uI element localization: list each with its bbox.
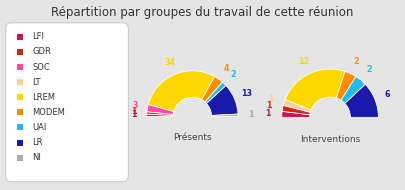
Text: 4: 4 xyxy=(223,64,229,73)
Text: 2: 2 xyxy=(367,65,372,74)
Text: LT: LT xyxy=(32,78,41,87)
Text: 1: 1 xyxy=(131,110,136,120)
Wedge shape xyxy=(211,114,238,116)
Text: 1: 1 xyxy=(131,107,137,116)
Text: UAI: UAI xyxy=(32,123,47,132)
Text: MODEM: MODEM xyxy=(32,108,65,117)
Wedge shape xyxy=(147,105,174,114)
Wedge shape xyxy=(285,69,345,110)
Text: 1: 1 xyxy=(269,94,274,103)
Wedge shape xyxy=(345,84,378,117)
FancyBboxPatch shape xyxy=(6,23,128,182)
Text: 13: 13 xyxy=(241,89,252,98)
Wedge shape xyxy=(207,86,238,116)
Text: LR: LR xyxy=(32,138,43,147)
Text: NI: NI xyxy=(32,153,41,162)
Text: LFI: LFI xyxy=(32,32,45,41)
Wedge shape xyxy=(282,111,310,117)
Text: 6: 6 xyxy=(385,90,390,99)
Text: GDR: GDR xyxy=(32,48,51,56)
Wedge shape xyxy=(205,82,226,104)
Text: LREM: LREM xyxy=(32,93,55,102)
Text: 3: 3 xyxy=(132,101,138,110)
Text: Répartition par groupes du travail de cette réunion: Répartition par groupes du travail de ce… xyxy=(51,6,354,19)
Text: 1: 1 xyxy=(266,109,271,118)
Text: Interventions: Interventions xyxy=(300,135,360,144)
Wedge shape xyxy=(202,77,222,102)
Text: SOC: SOC xyxy=(32,63,50,72)
Wedge shape xyxy=(147,112,173,116)
Text: 34: 34 xyxy=(164,58,175,67)
Wedge shape xyxy=(341,77,365,104)
Text: 1: 1 xyxy=(266,101,272,110)
Text: 2: 2 xyxy=(230,70,236,79)
Wedge shape xyxy=(282,105,310,115)
Wedge shape xyxy=(336,71,356,100)
Text: 1: 1 xyxy=(248,110,254,120)
Wedge shape xyxy=(148,71,215,112)
Wedge shape xyxy=(147,114,173,116)
Text: 12: 12 xyxy=(298,57,309,66)
Wedge shape xyxy=(283,100,311,112)
Text: Présents: Présents xyxy=(173,133,212,142)
Text: 2: 2 xyxy=(354,57,359,66)
